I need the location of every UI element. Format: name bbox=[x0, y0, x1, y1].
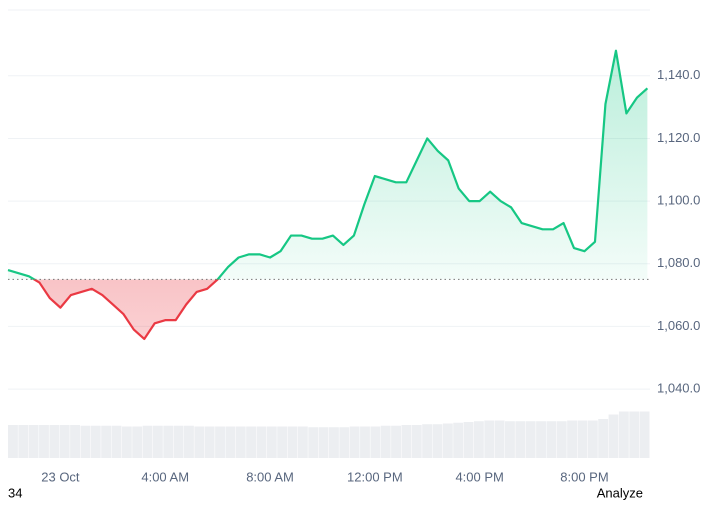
volume-bar bbox=[225, 426, 236, 458]
volume-bar bbox=[308, 427, 319, 458]
volume-bar bbox=[152, 425, 163, 458]
volume-bar bbox=[70, 425, 80, 458]
volume-bar bbox=[329, 427, 339, 458]
y-tick-label: 1,060.0 bbox=[657, 318, 700, 333]
volume-bar bbox=[608, 414, 619, 458]
volume-bar bbox=[194, 426, 205, 458]
volume-bar bbox=[39, 425, 49, 458]
y-tick-label: 1,100.0 bbox=[657, 193, 700, 208]
volume-bar bbox=[515, 421, 526, 458]
y-tick-label: 1,140.0 bbox=[657, 67, 700, 82]
volume-bar bbox=[411, 425, 422, 458]
volume-bar bbox=[567, 420, 578, 458]
volume-bar bbox=[536, 421, 546, 458]
volume-bar bbox=[163, 425, 174, 458]
x-tick-label: 8:00 AM bbox=[246, 469, 294, 484]
volume-bar bbox=[256, 426, 267, 458]
volume-bar bbox=[18, 425, 29, 458]
volume-bar bbox=[287, 426, 298, 458]
volume-bar bbox=[401, 425, 412, 458]
price-line bbox=[7, 49, 649, 341]
volume-bar bbox=[80, 425, 91, 458]
volume-bar bbox=[204, 426, 215, 458]
volume-bar bbox=[618, 411, 629, 458]
volume-bar bbox=[453, 422, 464, 458]
volume-bar bbox=[277, 426, 288, 458]
volume-bar bbox=[184, 425, 194, 458]
volume-bar bbox=[235, 426, 246, 458]
volume-bar bbox=[90, 425, 101, 458]
volume-bar bbox=[142, 425, 153, 458]
x-tick-label: 8:00 PM bbox=[560, 469, 608, 484]
volume-bar bbox=[525, 421, 536, 458]
volume-bar bbox=[111, 425, 122, 458]
volume-bar bbox=[370, 426, 381, 458]
volume-bar bbox=[556, 421, 567, 458]
volume-bar bbox=[246, 426, 257, 458]
volume-bar bbox=[494, 420, 505, 458]
volume-bar bbox=[587, 420, 598, 458]
y-tick-label: 1,120.0 bbox=[657, 130, 700, 145]
volume-bar bbox=[598, 419, 609, 458]
volume-bar bbox=[484, 420, 495, 458]
volume-bar bbox=[349, 426, 360, 458]
footer-right: Analyze bbox=[597, 485, 643, 500]
volume-bar bbox=[215, 426, 225, 458]
footer-left: 34 bbox=[8, 485, 22, 500]
volume-bar bbox=[577, 420, 588, 458]
volume-bar bbox=[432, 424, 443, 458]
x-tick-label: 4:00 PM bbox=[455, 469, 503, 484]
price-area bbox=[8, 50, 648, 339]
y-tick-label: 1,080.0 bbox=[657, 255, 700, 270]
volume-bar bbox=[442, 423, 453, 458]
volume-bar bbox=[505, 421, 515, 458]
volume-bar bbox=[318, 427, 329, 458]
volume-bar bbox=[639, 411, 650, 458]
volume-bar bbox=[132, 426, 143, 458]
volume-bar bbox=[8, 425, 18, 458]
x-tick-label: 4:00 AM bbox=[141, 469, 189, 484]
volume-bar bbox=[28, 425, 39, 458]
y-tick-label: 1,040.0 bbox=[657, 381, 700, 396]
volume-bar bbox=[380, 425, 391, 458]
volume-bar bbox=[297, 426, 308, 458]
volume-bar bbox=[59, 425, 70, 458]
x-tick-label: 12:00 PM bbox=[347, 469, 403, 484]
volume-bar bbox=[463, 422, 474, 458]
x-tick-label: 23 Oct bbox=[41, 469, 80, 484]
volume-bar bbox=[360, 426, 370, 458]
volume-bar bbox=[121, 426, 132, 458]
volume-bar bbox=[546, 421, 557, 458]
volume-bar bbox=[391, 425, 401, 458]
volume-bar bbox=[422, 424, 433, 458]
volume-bar bbox=[101, 425, 112, 458]
volume-bar bbox=[473, 421, 484, 458]
volume-bar bbox=[49, 425, 60, 458]
volume-bar bbox=[266, 426, 277, 458]
volume-bar bbox=[339, 427, 350, 458]
volume-bar bbox=[629, 411, 640, 458]
volume-bar bbox=[173, 425, 184, 458]
